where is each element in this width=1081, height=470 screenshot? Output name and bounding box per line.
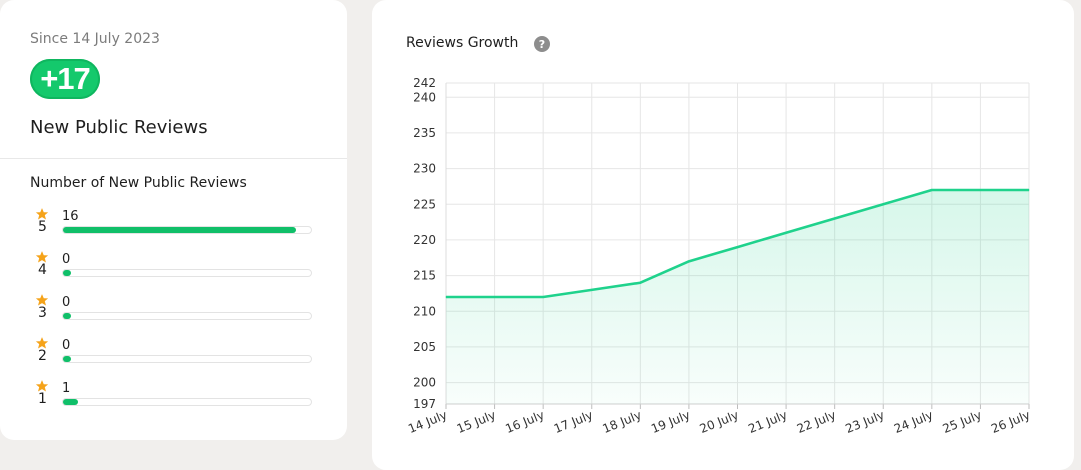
x-tick-label: 19 July	[649, 408, 692, 436]
x-tick-label: 23 July	[843, 408, 886, 436]
rating-row-3: 3 0	[30, 293, 320, 333]
divider	[0, 158, 347, 159]
data-point	[639, 282, 641, 284]
rating-count: 0	[62, 295, 71, 310]
rating-stars-label: 5	[38, 219, 47, 235]
data-point	[1028, 189, 1030, 191]
star-icon	[35, 337, 49, 349]
star-icon	[35, 251, 49, 263]
rating-row-2: 2 0	[30, 336, 320, 376]
x-tick-label: 24 July	[892, 408, 935, 436]
new-reviews-summary-card: Since 14 July 2023 +17 New Public Review…	[0, 0, 347, 440]
rating-count: 0	[62, 338, 71, 353]
breakdown-title: Number of New Public Reviews	[30, 175, 247, 191]
y-tick-label: 215	[413, 269, 436, 283]
star-icon	[35, 380, 49, 392]
rating-stars-label: 4	[38, 262, 47, 278]
chart-title: Reviews Growth	[406, 35, 519, 51]
data-point	[882, 203, 884, 205]
rating-count: 16	[62, 209, 79, 224]
y-tick-label: 197	[413, 397, 436, 411]
question-circle-icon[interactable]: ?	[534, 36, 550, 52]
y-tick-label: 230	[413, 162, 436, 176]
x-tick-label: 26 July	[989, 408, 1032, 436]
rating-row-4: 4 0	[30, 250, 320, 290]
area-fill	[446, 190, 1029, 404]
data-point	[979, 189, 981, 191]
x-tick-label: 22 July	[795, 408, 838, 436]
data-point	[445, 296, 447, 298]
summary-title: New Public Reviews	[30, 117, 208, 138]
y-tick-label: 225	[413, 197, 436, 211]
rating-count: 0	[62, 252, 71, 267]
rating-bar-fill	[63, 227, 297, 233]
y-tick-label: 205	[413, 340, 436, 354]
data-point	[494, 296, 496, 298]
rating-bar-fill	[63, 399, 78, 405]
rating-stars-label: 1	[38, 391, 47, 407]
rating-row-5: 5 16	[30, 207, 320, 247]
data-point	[785, 232, 787, 234]
rating-bar-track	[62, 355, 312, 363]
y-tick-label: 235	[413, 126, 436, 140]
rating-bar-track	[62, 226, 312, 234]
reviews-growth-card: Reviews Growth ? 197 200 205 210 215 220 225 23…	[372, 0, 1074, 470]
y-tick-label: 220	[413, 233, 436, 247]
y-tick-label: 210	[413, 304, 436, 318]
x-tick-label: 17 July	[552, 408, 595, 436]
rating-row-1: 1 1	[30, 379, 320, 419]
star-icon	[35, 294, 49, 306]
y-tick-label: 242	[413, 76, 436, 90]
data-point	[542, 296, 544, 298]
data-point	[931, 189, 933, 191]
y-tick-label: 200	[413, 376, 436, 390]
data-point	[834, 218, 836, 220]
rating-bar-fill	[63, 270, 71, 276]
x-tick-label: 18 July	[601, 408, 644, 436]
since-date-label: Since 14 July 2023	[30, 31, 160, 47]
rating-bar-track	[62, 312, 312, 320]
y-tick-label: 240	[413, 90, 436, 104]
x-tick-label: 25 July	[941, 408, 984, 436]
data-point	[591, 289, 593, 291]
x-tick-label: 20 July	[698, 408, 741, 436]
rating-bar-fill	[63, 356, 71, 362]
x-tick-label: 16 July	[503, 408, 546, 436]
star-icon	[35, 208, 49, 220]
rating-stars-label: 3	[38, 305, 47, 321]
x-tick-label: 21 July	[746, 408, 789, 436]
x-tick-label: 15 July	[455, 408, 498, 436]
rating-bar-track	[62, 398, 312, 406]
rating-bar-fill	[63, 313, 71, 319]
rating-count: 1	[62, 381, 71, 396]
x-tick-label: 14 July	[406, 408, 449, 436]
new-reviews-count-badge: +17	[30, 59, 100, 99]
data-point	[688, 260, 690, 262]
rating-stars-label: 2	[38, 348, 47, 364]
rating-bar-track	[62, 269, 312, 277]
data-point	[737, 246, 738, 248]
